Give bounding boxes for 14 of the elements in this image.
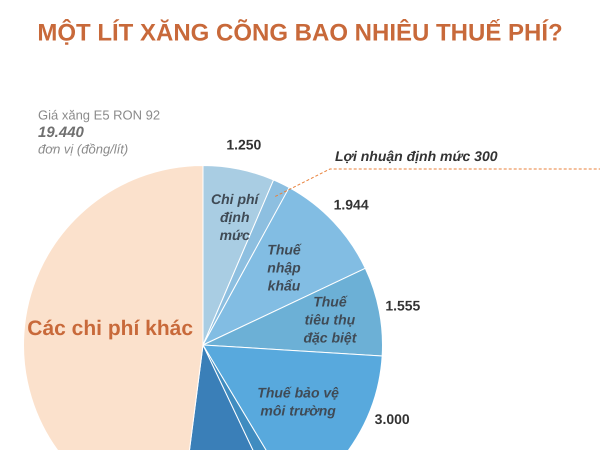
data-label: 3.000 [374, 410, 410, 427]
slice-label: Thuế nhập khẩu [267, 242, 302, 294]
chart-title: MỘT LÍT XĂNG CÕNG BAO NHIÊU THUẾ PHÍ? [37, 18, 563, 47]
slice-label: Lợi nhuận định mức 300 [335, 148, 498, 164]
text: 19.440 [38, 124, 85, 142]
slice-label: Thuế bảo vệ môi trường [257, 384, 340, 419]
text: Giá xăng E5 RON 92 [38, 108, 160, 123]
data-label: 1.555 [385, 297, 421, 314]
slice-label: Chi phí định mức [211, 191, 261, 244]
text: đơn vị (đồng/lít) [38, 142, 128, 157]
data-label: 1.250 [226, 136, 262, 152]
slice-label: Thuế tiêu thụ đặc biệt [303, 293, 358, 346]
data-label: 1.944 [334, 196, 369, 212]
slice-label: Các chi phí khác [27, 317, 194, 340]
